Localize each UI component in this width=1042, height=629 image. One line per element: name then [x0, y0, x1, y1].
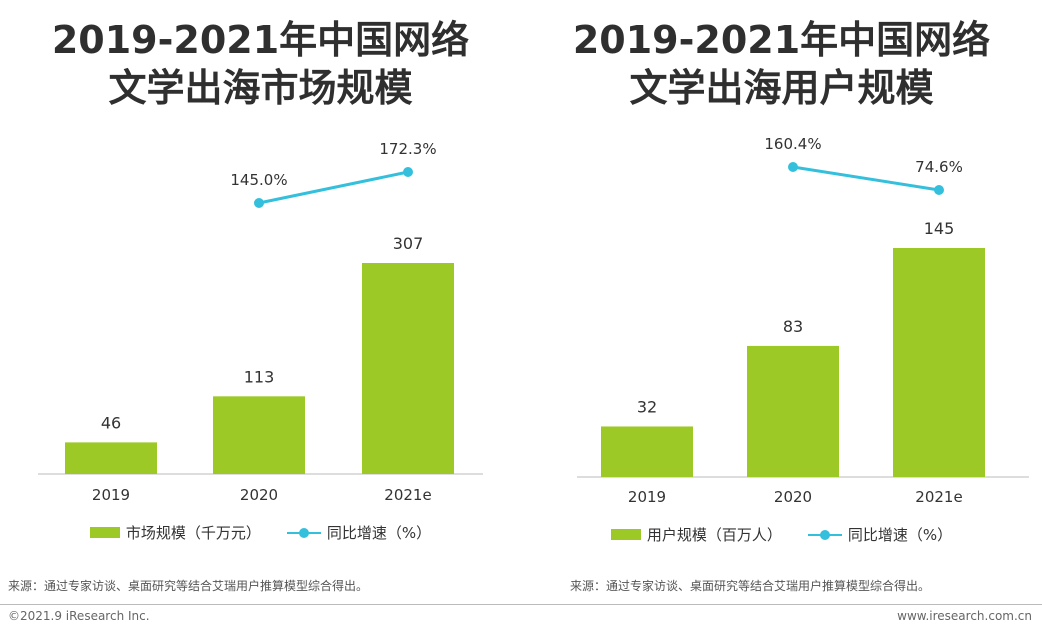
legend-label: 同比增速（%） [326, 524, 432, 542]
bar-swatch [610, 529, 641, 540]
growth-line [792, 165, 940, 192]
footer-divider [0, 604, 1042, 605]
chart-legend: 市场规模（千万元） 同比增速（%） [0, 522, 521, 543]
legend-item-line: 同比增速（%） [807, 524, 953, 545]
growth-line [258, 170, 409, 205]
bar-value-label: 32 [637, 397, 657, 416]
bar [747, 345, 839, 477]
source-note: 来源：通过专家访谈、桌面研究等结合艾瑞用户推算模型综合得出。 [8, 579, 369, 593]
x-tick-label: 2019 [628, 488, 666, 506]
legend-item-bar: 用户规模（百万人） [610, 524, 782, 545]
x-tick-label: 2019 [92, 486, 130, 504]
legend-label: 同比增速（%） [847, 526, 953, 544]
x-tick-label: 2021e [384, 486, 431, 504]
chart-title-line: 2019-2021年中国网络 [51, 18, 470, 62]
legend-label: 市场规模（千万元） [125, 524, 261, 542]
chart-legend: 用户规模（百万人） 同比增速（%） [521, 524, 1042, 545]
bar [601, 426, 693, 477]
bar [893, 248, 985, 477]
bar [213, 396, 305, 474]
legend-item-line: 同比增速（%） [286, 522, 432, 543]
bar [362, 263, 454, 474]
x-tick-label: 2020 [774, 488, 812, 506]
chart-panel-market: 2019-2021年中国网络 文学出海市场规模 46 2019 113 2020 307… [0, 0, 521, 600]
growth-point [403, 167, 413, 177]
footer-copyright: ©2021.9 iResearch Inc. [8, 609, 150, 623]
x-tick-label: 2021e [915, 488, 962, 506]
bar [65, 442, 157, 474]
bar-value-label: 46 [101, 413, 121, 432]
x-tick-label: 2020 [240, 486, 278, 504]
chart-svg: 32 2019 83 2020 145 2021e 160.4% 74.6% [577, 135, 1029, 506]
growth-value-label: 145.0% [230, 171, 287, 189]
source-note: 来源：通过专家访谈、桌面研究等结合艾瑞用户推算模型综合得出。 [570, 579, 931, 593]
growth-point [254, 198, 264, 208]
growth-point [788, 162, 798, 172]
bar-value-label: 145 [924, 219, 955, 238]
chart-title: 2019-2021年中国网络 文学出海用户规模 [521, 16, 1042, 112]
growth-value-label: 160.4% [764, 135, 821, 153]
footer-website: www.iresearch.com.cn [897, 609, 1032, 623]
chart-title-line: 文学出海用户规模 [629, 66, 934, 110]
legend-item-bar: 市场规模（千万元） [89, 522, 261, 543]
line-swatch [807, 529, 842, 541]
bar-value-label: 83 [783, 317, 803, 336]
legend-label: 用户规模（百万人） [646, 526, 782, 544]
bar-swatch [89, 527, 120, 538]
line-swatch [286, 527, 321, 539]
chart-title-line: 2019-2021年中国网络 [572, 18, 991, 62]
growth-value-label: 172.3% [379, 140, 436, 158]
chart-title-line: 文学出海市场规模 [108, 66, 413, 110]
bar-value-label: 307 [393, 234, 424, 253]
chart-title: 2019-2021年中国网络 文学出海市场规模 [0, 16, 521, 112]
bar-value-label: 113 [244, 367, 275, 386]
chart-svg: 46 2019 113 2020 307 2021e 145.0% 172.3% [38, 140, 483, 504]
growth-value-label: 74.6% [915, 158, 963, 176]
chart-panel-users: 2019-2021年中国网络 文学出海用户规模 32 2019 83 2020 145 2… [521, 0, 1042, 600]
growth-point [934, 185, 944, 195]
